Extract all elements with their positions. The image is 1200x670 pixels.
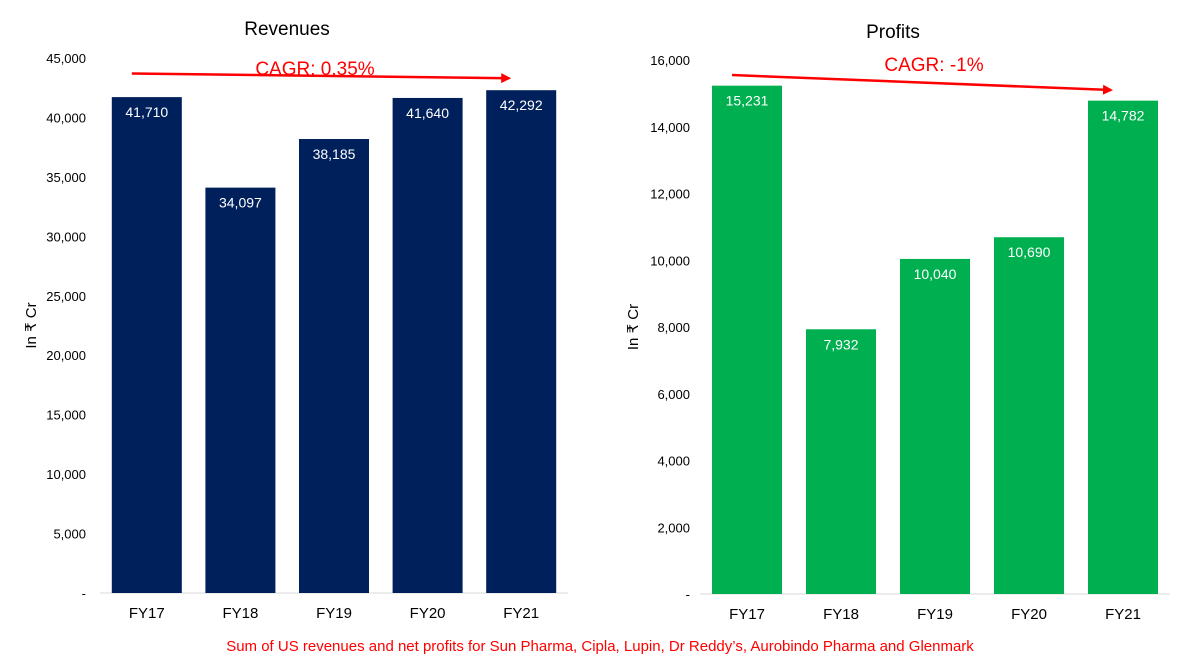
revenues-category-label: FY20 bbox=[410, 605, 446, 622]
profits-category-label: FY17 bbox=[729, 606, 765, 623]
revenues-category-label: FY21 bbox=[503, 605, 539, 622]
profits-ytick-label: 16,000 bbox=[650, 53, 690, 68]
profits-category-label: FY21 bbox=[1105, 606, 1141, 623]
profits-category-label: FY20 bbox=[1011, 606, 1047, 623]
profits-ytick-label: 6,000 bbox=[657, 387, 690, 402]
profits-ytick-label: 10,000 bbox=[650, 253, 690, 268]
revenues-data-label: 38,185 bbox=[313, 146, 356, 162]
profits-bar bbox=[712, 85, 782, 594]
profits-cagr-arrow bbox=[731, 73, 1113, 95]
revenues-ytick-label: 40,000 bbox=[46, 110, 86, 125]
profits-data-label: 10,690 bbox=[1008, 244, 1051, 260]
profits-ylabel: In ₹ Cr bbox=[625, 304, 642, 350]
revenues-data-label: 42,292 bbox=[500, 97, 543, 113]
revenues-cagr-arrow bbox=[131, 72, 512, 84]
revenues-ytick-label: 30,000 bbox=[46, 229, 86, 244]
revenues-ytick-label: 25,000 bbox=[46, 289, 86, 304]
revenues-category-label: FY18 bbox=[222, 605, 258, 622]
revenues-bar bbox=[392, 97, 463, 594]
revenues-bar bbox=[111, 97, 182, 593]
revenues-ytick-label: 15,000 bbox=[46, 408, 86, 423]
revenues-data-label: 34,097 bbox=[219, 195, 262, 211]
profits-bar bbox=[806, 329, 876, 594]
revenues-ytick-label: 5,000 bbox=[53, 527, 86, 542]
profits-bar bbox=[1088, 100, 1158, 594]
profits-ytick-label: 2,000 bbox=[657, 520, 690, 535]
profits-bar bbox=[994, 237, 1064, 594]
revenues-cagr-annotation: CAGR: 0.35% bbox=[255, 59, 374, 80]
revenues-panel: Revenues In ₹ Cr - 5,000 10,000 15,000 20,000 2… bbox=[23, 19, 568, 622]
revenues-bar bbox=[299, 139, 369, 594]
revenues-bar bbox=[205, 187, 276, 593]
profits-ytick-label: 12,000 bbox=[650, 187, 690, 202]
footer-caption: Sum of US revenues and net profits for S… bbox=[226, 638, 974, 655]
revenues-ytick-label: 10,000 bbox=[46, 467, 86, 482]
revenues-ytick-label: 45,000 bbox=[46, 51, 86, 66]
revenues-data-label: 41,640 bbox=[406, 105, 449, 121]
revenues-data-label: 41,710 bbox=[125, 104, 168, 120]
profits-title: Profits bbox=[866, 22, 920, 43]
profits-ytick-label: 8,000 bbox=[657, 320, 690, 335]
revenues-ylabel: In ₹ Cr bbox=[23, 302, 40, 348]
profits-category-label: FY19 bbox=[917, 606, 953, 623]
revenues-ytick-label: 35,000 bbox=[46, 170, 86, 185]
profits-panel: Profits In ₹ Cr - 2,000 4,000 6,000 8,000 10,00… bbox=[625, 22, 1170, 623]
profits-category-label: FY18 bbox=[823, 606, 859, 623]
revenues-title: Revenues bbox=[244, 19, 330, 40]
profits-data-label: 14,782 bbox=[1102, 108, 1145, 124]
profits-ytick-label: 4,000 bbox=[657, 454, 690, 469]
profits-ytick-label: 14,000 bbox=[650, 120, 690, 135]
revenues-bar bbox=[486, 90, 557, 593]
profits-ytick-label: - bbox=[686, 587, 690, 602]
revenues-category-label: FY17 bbox=[129, 605, 165, 622]
profits-data-label: 7,932 bbox=[823, 336, 858, 352]
profits-bar bbox=[900, 258, 970, 594]
revenues-ytick-label: - bbox=[82, 586, 86, 601]
revenues-category-label: FY19 bbox=[316, 605, 352, 622]
profits-cagr-annotation: CAGR: -1% bbox=[884, 55, 983, 76]
profits-data-label: 15,231 bbox=[726, 93, 769, 109]
revenues-ytick-label: 20,000 bbox=[46, 348, 86, 363]
profits-data-label: 10,040 bbox=[914, 266, 957, 282]
